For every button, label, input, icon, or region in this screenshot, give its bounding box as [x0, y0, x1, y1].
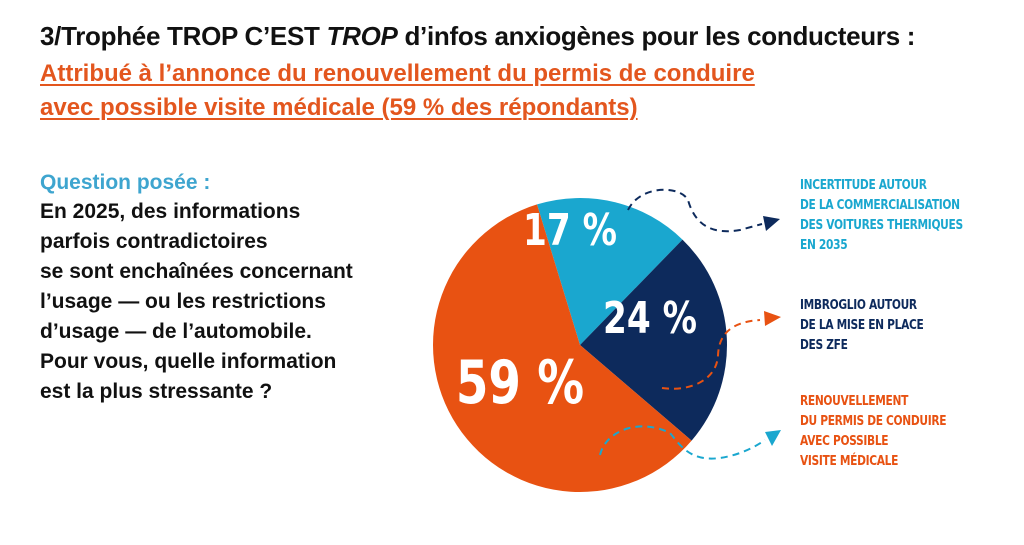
question-line: En 2025, des informations — [40, 200, 301, 223]
slice-label-zfe: 24 % — [603, 293, 697, 344]
title-italic: TROP — [326, 21, 398, 51]
legend-line: VISITE MÉDICALE — [800, 454, 899, 469]
legend-line: IMBROGLIO AUTOUR — [800, 298, 917, 313]
question-line: Pour vous, quelle information — [40, 350, 337, 373]
slice-label-permis: 59 % — [456, 347, 584, 417]
question-line: est la plus stressante ? — [40, 380, 273, 403]
legend-line: DES VOITURES THERMIQUES — [800, 218, 963, 233]
page-title: 3/Trophée TROP C’EST TROP d’infos anxiog… — [40, 20, 915, 52]
legend-line: RENOUVELLEMENT — [800, 394, 909, 409]
legend-line: DE LA COMMERCIALISATION — [800, 198, 960, 213]
connector-arrow-thermiques — [627, 188, 763, 233]
question-label: Question posée : — [40, 171, 211, 194]
legend-item-zfe: IMBROGLIO AUTOUR DE LA MISE EN PLACE DES Z… — [800, 296, 924, 356]
connector-arrow-zfe — [661, 319, 761, 390]
legend-item-permis: RENOUVELLEMENT DU PERMIS DE CONDUIRE AVEC … — [800, 392, 947, 472]
subtitle: Attribué à l’annonce du renouvellement d… — [40, 57, 755, 125]
legend-line: DES ZFE — [800, 338, 848, 353]
legend-line: DE LA MISE EN PLACE — [800, 318, 924, 333]
legend-item-thermiques: INCERTITUDE AUTOUR DE LA COMMERCIALISATIO… — [800, 176, 963, 256]
pie-slice-thermiques — [537, 198, 683, 345]
arrow-head-zfe — [764, 311, 781, 326]
legend-line: DU PERMIS DE CONDUIRE — [800, 414, 947, 429]
pie-slice-permis — [432, 204, 692, 493]
subtitle-line-2: avec possible visite médicale (59 % des … — [40, 94, 638, 121]
arrow-head-permis — [765, 430, 781, 446]
question-line: d’usage — de l’automobile. — [40, 320, 312, 343]
title-text: 3/Trophée TROP C’EST — [40, 21, 327, 51]
subtitle-line-1: Attribué à l’annonce du renouvellement d… — [40, 60, 755, 87]
legend-line: AVEC POSSIBLE — [800, 434, 889, 449]
arrow-head-thermiques — [763, 216, 780, 231]
question-line: parfois contradictoires — [40, 230, 268, 253]
pie-slice-zfe — [580, 239, 727, 441]
title-text-end: d’infos anxiogènes pour les conducteurs … — [397, 21, 916, 51]
legend-line: INCERTITUDE AUTOUR — [800, 178, 927, 193]
question-line: l’usage — ou les restrictions — [40, 290, 326, 313]
slice-label-thermiques: 17 % — [523, 205, 617, 256]
question-text: En 2025, des informations parfois contra… — [40, 197, 400, 407]
legend-line: EN 2035 — [800, 238, 848, 253]
question-line: se sont enchaînées concernant — [40, 260, 353, 283]
